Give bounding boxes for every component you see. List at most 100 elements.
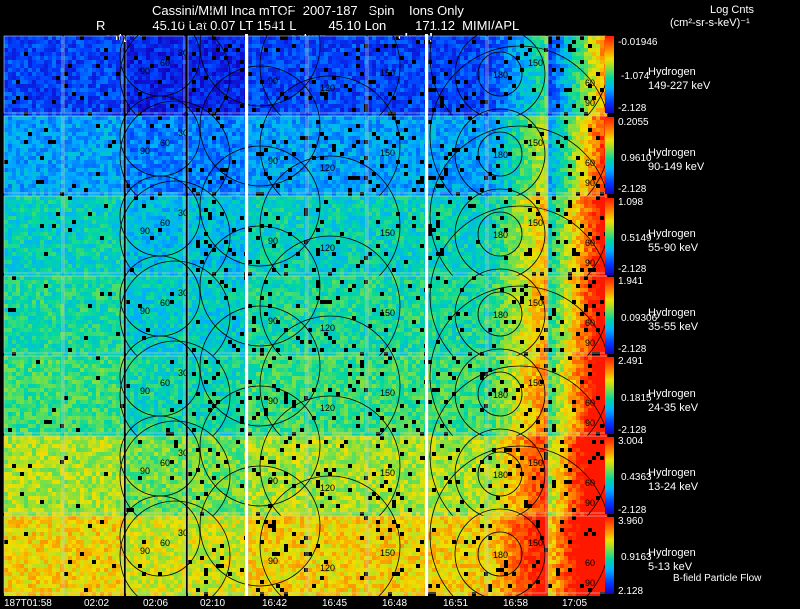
contour-label: 90 <box>140 66 150 76</box>
species-label-2: Hydrogen 90-149 keV <box>648 146 704 174</box>
time-tick: 16:51 <box>443 598 468 609</box>
contour-label: 120 <box>320 563 335 573</box>
cbar3-max: 1.098 <box>618 197 643 208</box>
contour-label: 150 <box>380 388 395 398</box>
contour-label: 60 <box>160 458 170 468</box>
colorbar-1 <box>605 36 614 113</box>
cbar7-max: 3.960 <box>618 516 643 527</box>
contour-label: 60 <box>160 218 170 228</box>
time-tick: 16:42 <box>262 598 287 609</box>
contour-label: 90 <box>268 556 278 566</box>
colorbar-4 <box>605 277 614 354</box>
contour-label: 120 <box>320 163 335 173</box>
contour-label: 90 <box>268 316 278 326</box>
contour-label: 150 <box>528 58 543 68</box>
contour-label: 90 <box>140 306 150 316</box>
contour-label: 90 <box>140 146 150 156</box>
contour-label: 90 <box>268 476 278 486</box>
contour-label: 150 <box>380 548 395 558</box>
cbar5-mid: 0.1815 <box>621 393 652 404</box>
time-tick: 16:45 <box>322 598 347 609</box>
cbar2-max: 0.2055 <box>618 117 649 128</box>
contour-label: 90 <box>140 226 150 236</box>
contour-label: 150 <box>380 68 395 78</box>
contour-label: 90 <box>268 396 278 406</box>
contour-label: 150 <box>528 138 543 148</box>
cbar1-mid: -1.074 <box>621 71 649 82</box>
colorbar-5 <box>605 357 614 434</box>
contour-label: 150 <box>380 308 395 318</box>
contour-label: 90 <box>585 338 595 348</box>
species-label-6: Hydrogen 13-24 keV <box>648 466 698 494</box>
cbar6-min: -2.128 <box>618 505 646 516</box>
cbar4-min: -2.128 <box>618 344 646 355</box>
contour-label: 120 <box>320 243 335 253</box>
contour-label: 180 <box>493 390 508 400</box>
cbar5-max: 2.491 <box>618 356 643 367</box>
cbar1-max: -0.01946 <box>618 37 657 48</box>
contour-label: 150 <box>380 468 395 478</box>
contour-label: 150 <box>528 538 543 548</box>
contour-label: 150 <box>380 228 395 238</box>
contour-label: 60 <box>160 58 170 68</box>
contour-label: 60 <box>585 558 595 568</box>
contour-label: 90 <box>585 258 595 268</box>
contour-label: 90 <box>585 418 595 428</box>
time-tick: 02:06 <box>143 598 168 609</box>
contour-label: 180 <box>493 310 508 320</box>
contour-label: 90 <box>585 178 595 188</box>
colorbar-7 <box>605 517 614 594</box>
contour-label: 120 <box>320 83 335 93</box>
contour-label: 60 <box>160 138 170 148</box>
time-tick: 16:48 <box>382 598 407 609</box>
species-label-4: Hydrogen 35-55 keV <box>648 306 698 334</box>
contour-label: 60 <box>160 298 170 308</box>
cbar6-mid: 0.4363 <box>621 472 652 483</box>
contour-label: 90 <box>140 386 150 396</box>
contour-label: 90 <box>140 466 150 476</box>
time-tick: 17:05 <box>562 598 587 609</box>
cbar4-max: 1.941 <box>618 276 643 287</box>
contour-label: 150 <box>528 458 543 468</box>
cbar2-mid: 0.9610 <box>621 153 652 164</box>
contour-label: 30 <box>178 208 188 218</box>
time-tick: 16:58 <box>503 598 528 609</box>
contour-label: 90 <box>585 498 595 508</box>
cbar7-min: 2.128 <box>618 586 643 597</box>
contour-label: 30 <box>178 448 188 458</box>
contour-label: 60 <box>160 538 170 548</box>
contour-label: 180 <box>493 470 508 480</box>
contour-label: 90 <box>585 578 595 588</box>
cbar2-min: -2.128 <box>618 184 646 195</box>
cbar6-max: 3.004 <box>618 436 643 447</box>
cbar3-min: -2.128 <box>618 264 646 275</box>
cbar3-mid: 0.5149 <box>621 233 652 244</box>
contour-label: 180 <box>493 150 508 160</box>
cbar1-min: -2.128 <box>618 103 646 114</box>
contour-label: 120 <box>320 323 335 333</box>
contour-label: 180 <box>493 70 508 80</box>
time-tick: 187T01:58 <box>4 598 52 609</box>
contour-label: 90 <box>268 76 278 86</box>
colorbar-6 <box>605 437 614 514</box>
contour-label: 150 <box>380 148 395 158</box>
contour-label: 150 <box>528 218 543 228</box>
contour-label: 30 <box>178 528 188 538</box>
contour-label: 30 <box>178 48 188 58</box>
contour-label: 90 <box>140 546 150 556</box>
species-label-5: Hydrogen 24-35 keV <box>648 387 698 415</box>
contour-label: 90 <box>268 236 278 246</box>
contour-label: 180 <box>493 550 508 560</box>
footer-note: B-field Particle Flow <box>673 573 761 584</box>
contour-label: 120 <box>320 403 335 413</box>
cbar5-min: -2.128 <box>618 425 646 436</box>
contour-label: 90 <box>268 156 278 166</box>
contour-label: 60 <box>160 378 170 388</box>
species-label-3: Hydrogen 55-90 keV <box>648 227 698 255</box>
contour-label: 120 <box>320 483 335 493</box>
contour-label: 30 <box>178 128 188 138</box>
colorbar-3 <box>605 198 614 275</box>
contour-label: 150 <box>528 298 543 308</box>
contour-label: 30 <box>178 288 188 298</box>
contour-label: 30 <box>178 368 188 378</box>
